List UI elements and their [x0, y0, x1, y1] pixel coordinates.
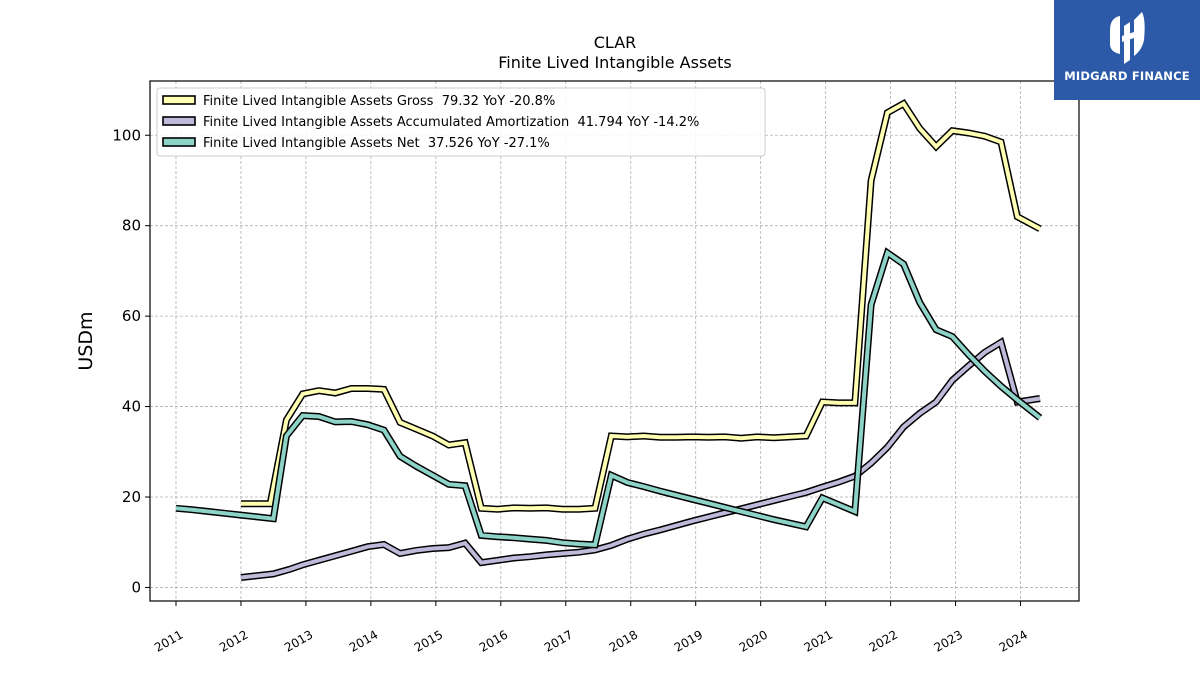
- x-tick-label: 2015: [412, 627, 445, 654]
- legend-box: [156, 87, 766, 157]
- series-line-3: [175, 249, 1042, 547]
- grid: [150, 81, 1079, 601]
- y-tick-label: 40: [122, 398, 141, 416]
- y-tick-label: 20: [122, 488, 141, 506]
- legend-label-1: Finite Lived Intangible Assets Gross 79.…: [203, 94, 555, 109]
- y-tick-label: 80: [122, 217, 141, 235]
- brand-logo: MIDGARD FINANCE: [1054, 0, 1200, 100]
- x-tick-label: 2011: [152, 627, 185, 654]
- x-tick-label: 2019: [672, 627, 705, 654]
- chart-title-group: CLAR Finite Lived Intangible Assets: [498, 33, 731, 72]
- legend-swatch-1: [162, 95, 196, 105]
- x-tick-label: 2024: [997, 627, 1030, 654]
- legend: Finite Lived Intangible Assets Gross 79.…: [156, 87, 766, 157]
- brand-name: MIDGARD FINANCE: [1064, 69, 1190, 83]
- x-tick-label: 2018: [607, 627, 640, 654]
- x-tick-label: 2023: [932, 627, 965, 654]
- x-tick-label: 2021: [802, 627, 835, 654]
- legend-swatch-2: [162, 116, 196, 126]
- y-tick-label: 60: [122, 307, 141, 325]
- x-tick-label: 2017: [542, 627, 575, 654]
- legend-label-3: Finite Lived Intangible Assets Net 37.52…: [203, 136, 550, 151]
- y-tick-label: 0: [131, 578, 141, 596]
- series-outline-2: [240, 336, 1041, 581]
- x-tick-label: 2014: [347, 627, 380, 654]
- x-tick-label: 2022: [867, 627, 900, 654]
- legend-label-2: Finite Lived Intangible Assets Accumulat…: [203, 115, 699, 130]
- legend-swatch-3: [162, 137, 196, 147]
- chart-subtitle: Finite Lived Intangible Assets: [498, 53, 731, 72]
- series-lines: [175, 98, 1043, 581]
- midgard-logo-icon: [1110, 12, 1145, 64]
- x-tick-label: 2020: [737, 627, 770, 654]
- series-line-1: [241, 100, 1041, 512]
- plot-frame: [149, 80, 1080, 602]
- y-axis-label: USDm: [75, 311, 97, 370]
- x-tick-label: 2012: [217, 627, 250, 654]
- chart-title: CLAR: [594, 33, 637, 52]
- x-tick-label: 2016: [477, 627, 510, 654]
- series-line-2: [240, 339, 1041, 580]
- y-tick-label: 100: [112, 126, 141, 144]
- x-tick-label: 2013: [282, 627, 315, 654]
